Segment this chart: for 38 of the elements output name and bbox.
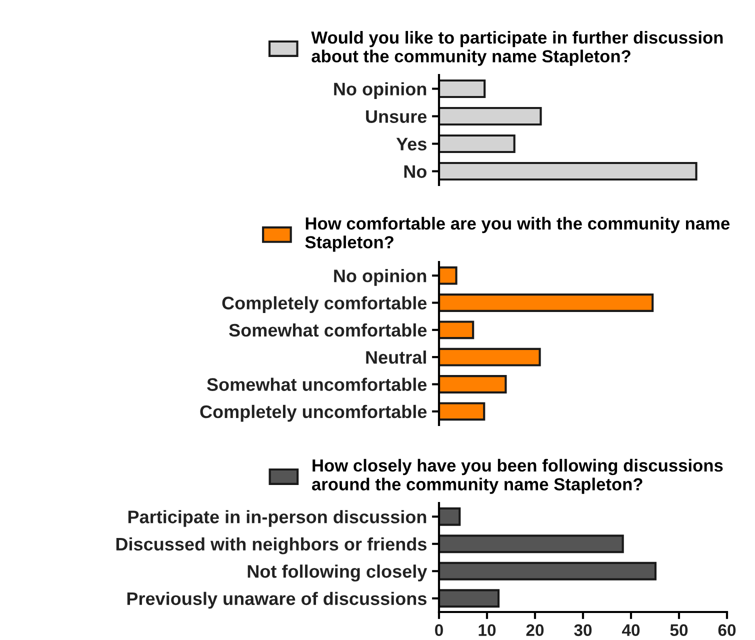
bar xyxy=(439,294,654,312)
bar xyxy=(439,79,486,98)
bar xyxy=(439,320,474,340)
y-tick-label: No opinion xyxy=(334,269,426,286)
bar xyxy=(439,534,624,554)
x-tick-label: 30 xyxy=(574,624,592,636)
bar xyxy=(439,375,507,394)
x-tick-label: 60 xyxy=(718,624,736,636)
y-tick-label: Unsure xyxy=(366,110,427,123)
bar xyxy=(439,589,500,608)
y-tick-label: Somewhat uncomfortable xyxy=(207,378,427,391)
bar xyxy=(439,348,541,366)
y-tick-label: No xyxy=(404,165,426,178)
x-tick-label: 20 xyxy=(526,624,544,636)
legend-label: How comfortable are you with the community name Stapleton? xyxy=(305,216,730,252)
y-tick-label: Previously unaware of discussions xyxy=(127,592,426,609)
legend-label: Would you like to participate in further discussion about the community name Stapleton? xyxy=(311,30,723,66)
bar xyxy=(439,134,516,154)
y-tick-label: Completely comfortable xyxy=(222,296,427,314)
bar xyxy=(439,402,486,421)
y-tick-label: Not following closely xyxy=(248,564,428,582)
y-tick-label: Somewhat comfortable xyxy=(229,323,427,337)
bar xyxy=(439,106,542,126)
bar xyxy=(439,562,657,580)
y-tick-label: No opinion xyxy=(334,82,426,100)
y-tick-label: Completely uncomfortable xyxy=(200,404,427,422)
bar xyxy=(439,162,698,181)
bar xyxy=(439,507,461,526)
y-tick-label: Participate in in-person discussion xyxy=(128,510,426,527)
x-tick-label: 50 xyxy=(670,624,688,636)
legend-label: How closely have you been following discussions around the community name Stapleton? xyxy=(312,458,723,494)
y-tick-label: Neutral xyxy=(366,350,426,364)
y-tick-label: Discussed with neighbors or friends xyxy=(116,537,426,554)
x-tick-label: 0 xyxy=(435,624,443,636)
y-tick-label: Yes xyxy=(396,138,426,150)
bar xyxy=(439,266,458,285)
x-tick-label: 10 xyxy=(478,624,496,636)
x-tick-label: 40 xyxy=(622,624,640,636)
